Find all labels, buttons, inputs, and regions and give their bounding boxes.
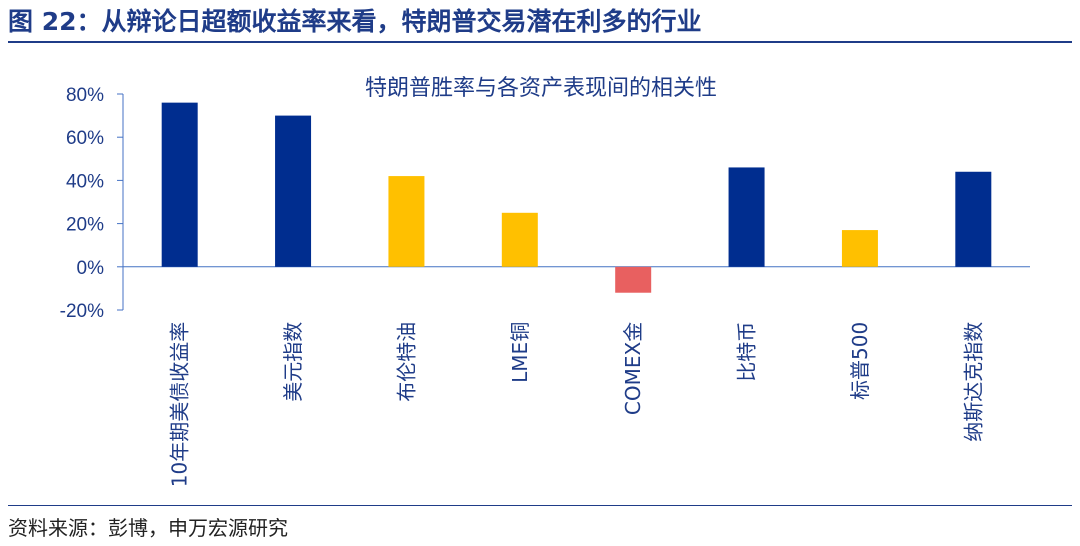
title-divider <box>8 41 1072 43</box>
source-note: 资料来源：彭博，申万宏源研究 <box>8 516 288 540</box>
bar <box>161 102 198 267</box>
x-category-label: COMEX金 <box>621 322 645 415</box>
x-category-label: 标普500 <box>848 322 872 400</box>
figure-title: 图 22：从辩论日超额收益率来看，特朗普交易潜在利多的行业 <box>8 7 702 36</box>
x-category-label: 美元指数 <box>281 322 305 402</box>
chart-title: 特朗普胜率与各资产表现间的相关性 <box>365 76 717 101</box>
bar <box>501 212 538 267</box>
y-tick-label: -20% <box>60 301 104 322</box>
bar <box>841 230 878 267</box>
x-category-label: 10年期美债收益率 <box>168 322 192 487</box>
y-tick-label: 20% <box>66 215 104 236</box>
x-category-label: LME铜 <box>508 322 532 383</box>
x-category-label: 比特币 <box>735 322 759 382</box>
x-category-label: 纳斯达克指数 <box>961 322 985 442</box>
y-tick-label: 40% <box>66 171 104 192</box>
y-tick-label: 60% <box>66 128 104 149</box>
bar <box>388 176 425 267</box>
bottom-divider <box>8 505 1072 506</box>
bar <box>615 266 652 293</box>
y-tick-label: 0% <box>77 258 105 279</box>
x-category-label: 布伦特油 <box>394 322 418 402</box>
bar <box>728 167 765 267</box>
bar <box>275 115 312 267</box>
y-tick-label: 80% <box>66 85 104 106</box>
bar-chart: 特朗普胜率与各资产表现间的相关性 -20% 0% 20% 40% 60% 80% 10年期美… <box>60 76 1030 487</box>
bar <box>955 171 992 267</box>
